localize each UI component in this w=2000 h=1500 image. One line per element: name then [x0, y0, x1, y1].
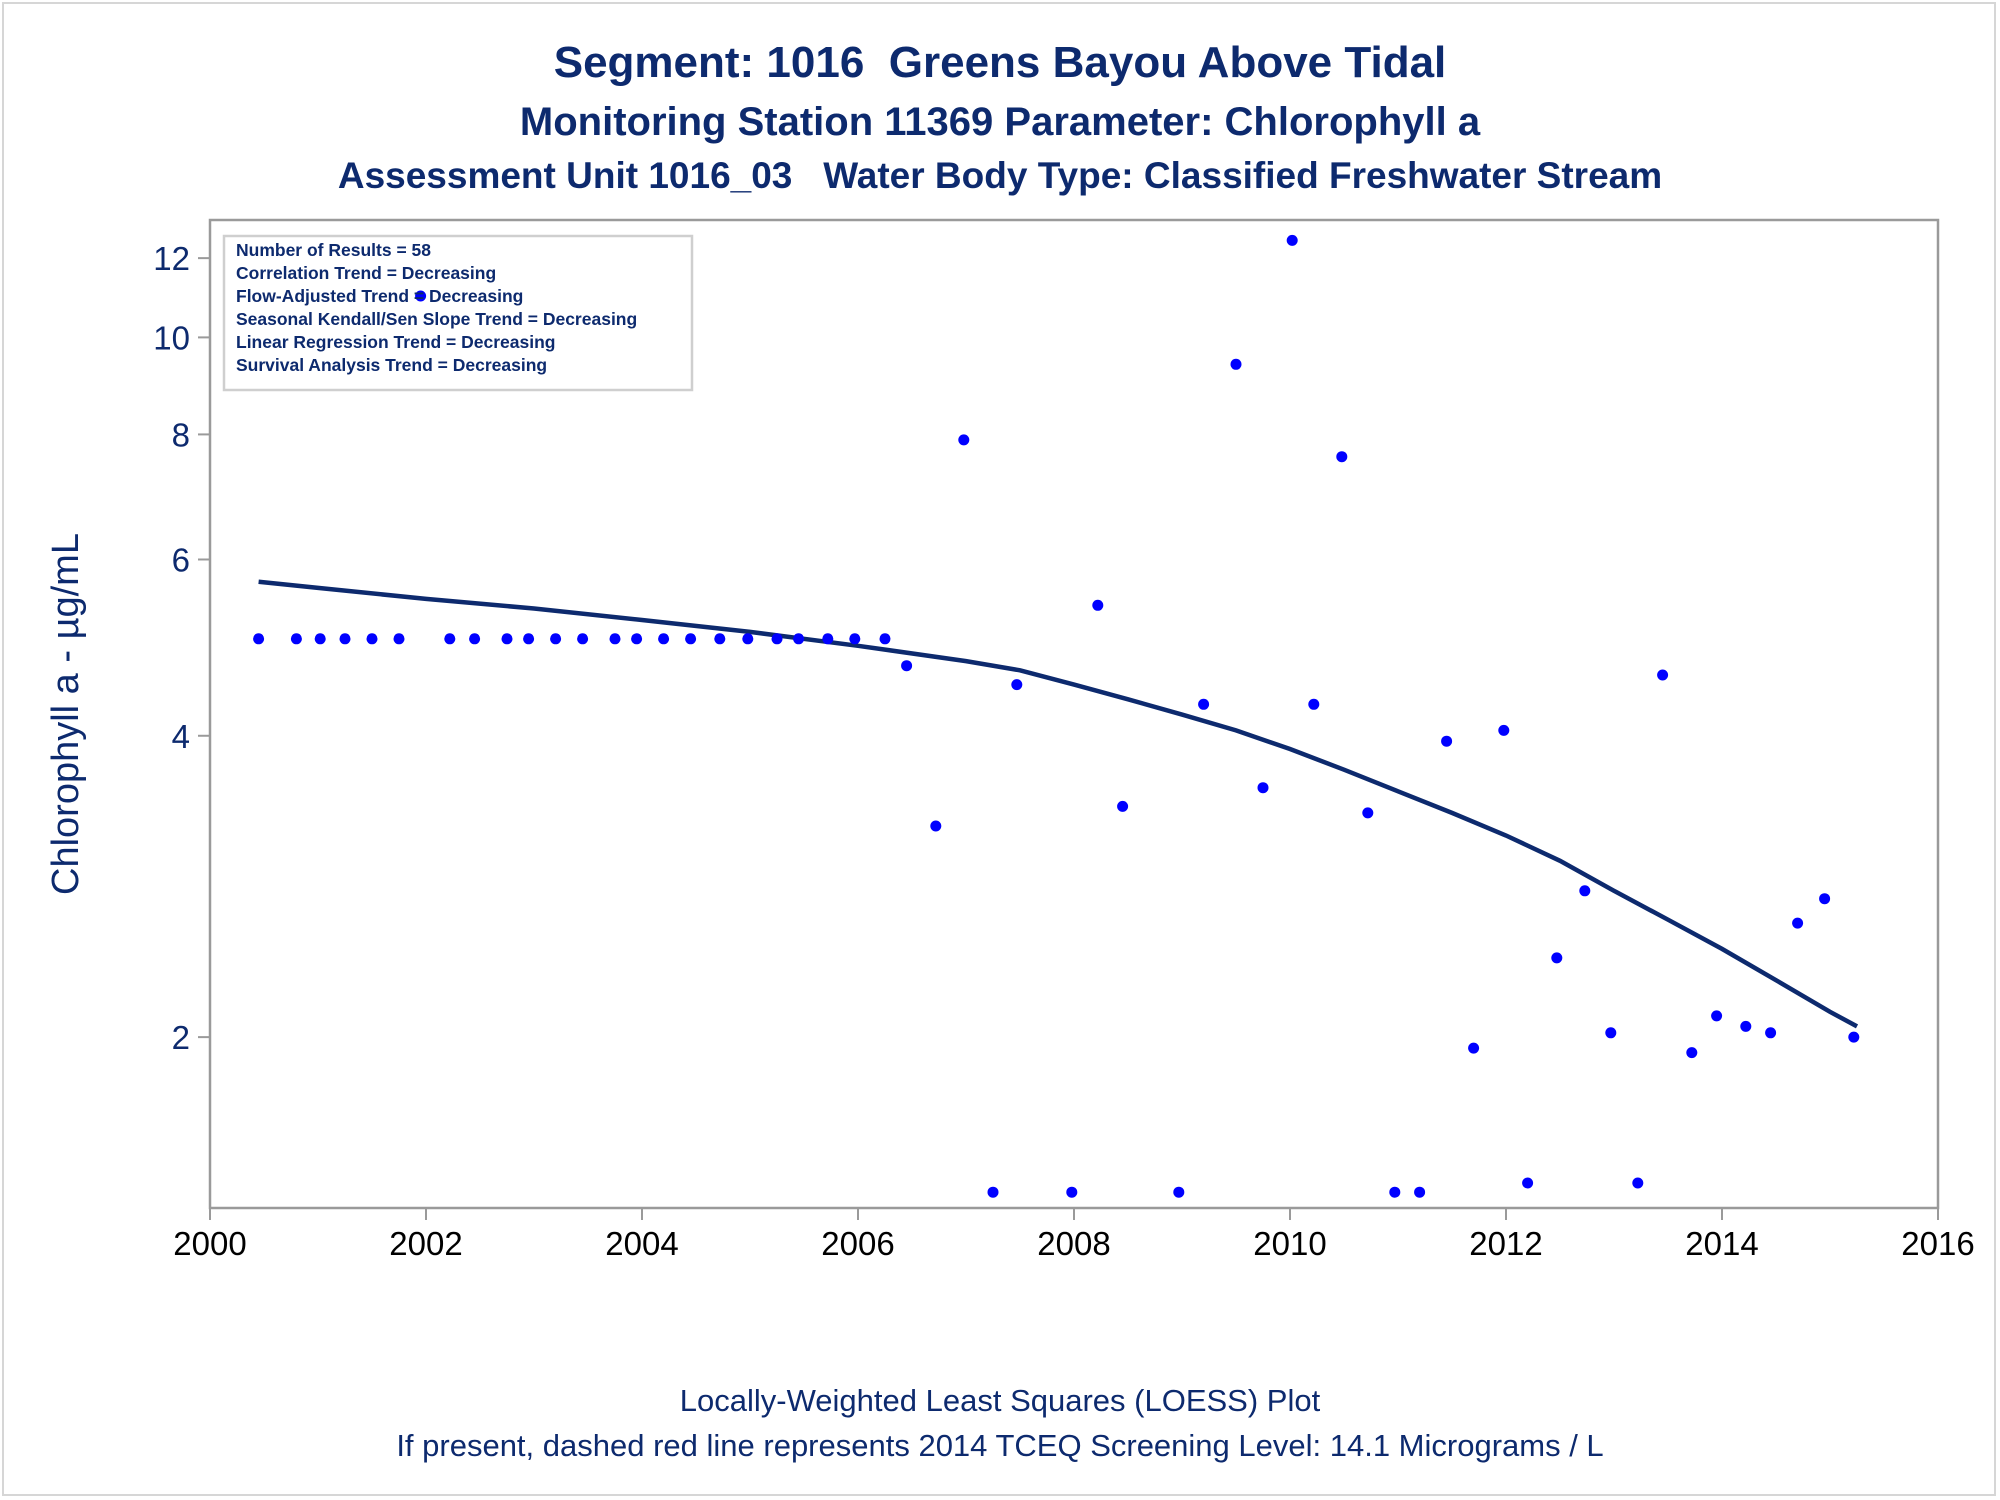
y-tick-label: 2: [172, 1019, 190, 1056]
data-point: [631, 633, 643, 645]
data-point: [1579, 885, 1591, 897]
data-point: [685, 633, 697, 645]
x-tick-label: 2008: [1037, 1225, 1110, 1262]
data-point: [1092, 599, 1104, 611]
data-point: [742, 633, 754, 645]
data-point: [1686, 1047, 1698, 1059]
data-point: [822, 633, 834, 645]
data-point: [469, 633, 481, 645]
data-point: [1605, 1027, 1617, 1039]
y-axis-label: Chlorophyll a - µg/mL: [45, 533, 87, 895]
data-point: [879, 633, 891, 645]
chart-subtitle-station: Monitoring Station 11369 Parameter: Chlo…: [519, 100, 1481, 144]
data-point: [1414, 1186, 1426, 1198]
data-point: [1657, 669, 1669, 681]
data-point: [393, 633, 405, 645]
inset-stat-line: Survival Analysis Trend = Decreasing: [236, 355, 547, 375]
data-point: [1362, 807, 1374, 819]
data-point: [1257, 782, 1269, 794]
data-point: [1198, 698, 1210, 710]
inset-stat-line: Linear Regression Trend = Decreasing: [236, 332, 556, 352]
inset-stat-line: Flow-Adjusted Trend = Decreasing: [236, 286, 523, 306]
data-point: [714, 633, 726, 645]
data-point: [523, 633, 535, 645]
data-point: [1286, 234, 1298, 246]
data-point: [339, 633, 351, 645]
data-point: [1230, 358, 1242, 370]
data-point: [314, 633, 326, 645]
data-point: [793, 633, 805, 645]
inset-stats-box: [222, 234, 694, 392]
data-point: [1336, 451, 1348, 463]
chart-subtitle-assessment: Assessment Unit 1016_03 Water Body Type:…: [337, 155, 1663, 196]
chart-title: Segment: 1016 Greens Bayou Above Tidal: [553, 38, 1447, 87]
data-point: [1792, 917, 1804, 929]
data-point: [253, 633, 265, 645]
data-point: [550, 633, 562, 645]
data-point: [901, 660, 913, 672]
footer-plot-type: Locally-Weighted Least Squares (LOESS) P…: [679, 1383, 1321, 1418]
data-point: [1765, 1027, 1777, 1039]
loess-curve: [258, 579, 1859, 1029]
inset-stat-line: Seasonal Kendall/Sen Slope Trend = Decre…: [236, 309, 637, 329]
x-tick-label: 2012: [1469, 1225, 1542, 1262]
data-point: [1632, 1177, 1644, 1189]
data-point: [958, 434, 970, 446]
x-tick-label: 2006: [821, 1225, 894, 1262]
data-point: [930, 820, 942, 832]
inset-stat-line: Number of Results = 58: [236, 240, 431, 260]
data-point: [1551, 952, 1563, 964]
x-tick-label: 2016: [1901, 1225, 1974, 1262]
data-point: [577, 633, 589, 645]
data-point: [290, 633, 302, 645]
data-point: [1011, 679, 1023, 691]
data-point: [609, 633, 621, 645]
data-point: [1389, 1186, 1401, 1198]
data-point: [1468, 1042, 1480, 1054]
x-tick-label: 2002: [389, 1225, 462, 1262]
footer-screening-note: If present, dashed red line represents 2…: [396, 1428, 1604, 1463]
data-point: [1066, 1186, 1078, 1198]
x-tick-label: 2014: [1685, 1225, 1758, 1262]
y-tick-label: 4: [172, 718, 190, 755]
data-point: [1498, 724, 1510, 736]
data-point: [987, 1186, 999, 1198]
x-tick-label: 2004: [605, 1225, 678, 1262]
data-point: [1522, 1177, 1534, 1189]
data-point: [771, 633, 783, 645]
x-tick-label: 2000: [173, 1225, 246, 1262]
data-point: [1173, 1186, 1185, 1198]
data-point: [1819, 893, 1831, 905]
inset-stat-line: Correlation Trend = Decreasing: [236, 263, 496, 283]
data-point: [1441, 735, 1453, 747]
data-point: [415, 290, 427, 302]
y-tick-label: 6: [172, 541, 190, 578]
data-point: [849, 633, 861, 645]
data-point: [1308, 698, 1320, 710]
data-point: [501, 633, 513, 645]
y-tick-label: 10: [153, 319, 190, 356]
data-point: [366, 633, 378, 645]
data-point: [1740, 1020, 1752, 1032]
y-tick-label: 12: [153, 240, 190, 277]
data-point: [1117, 800, 1129, 812]
x-tick-label: 2010: [1253, 1225, 1326, 1262]
data-point: [1848, 1031, 1860, 1043]
data-point: [658, 633, 670, 645]
data-point: [1711, 1010, 1723, 1022]
y-tick-label: 8: [172, 416, 190, 453]
data-point: [444, 633, 456, 645]
